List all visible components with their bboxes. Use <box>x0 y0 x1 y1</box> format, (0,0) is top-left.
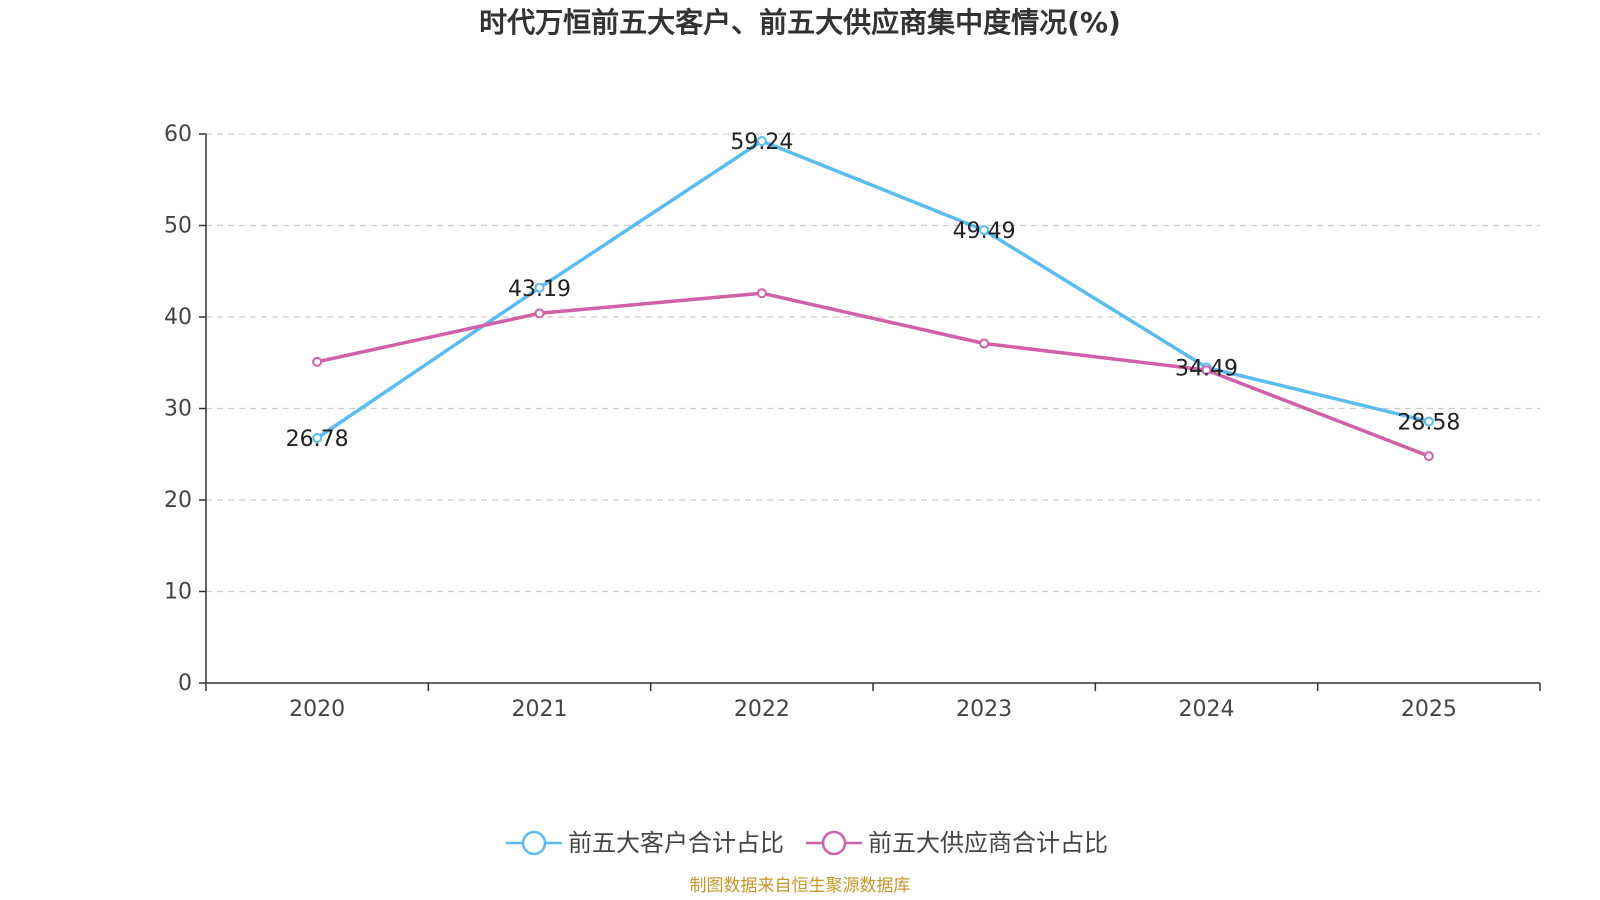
x-tick-label: 2024 <box>1179 697 1235 722</box>
data-point[interactable] <box>312 432 323 443</box>
data-point[interactable] <box>1201 365 1212 376</box>
data-point[interactable] <box>979 338 990 349</box>
legend-item-1[interactable]: 前五大供应商合计占比 <box>806 829 1108 857</box>
y-tick-label: 10 <box>164 580 192 605</box>
legend[interactable]: 前五大客户合计占比 前五大供应商合计占比 <box>506 829 1108 857</box>
y-tick-label: 20 <box>164 488 192 513</box>
y-tick-label: 0 <box>178 671 192 696</box>
y-tick-label: 40 <box>164 305 192 330</box>
data-point[interactable] <box>534 308 545 319</box>
x-tick-label: 2023 <box>956 697 1012 722</box>
x-tick-label: 2020 <box>289 697 345 722</box>
x-tick-label: 2025 <box>1401 697 1457 722</box>
data-label: 59.24 <box>730 130 793 155</box>
data-point[interactable] <box>1423 451 1434 462</box>
data-point[interactable] <box>756 135 767 146</box>
data-labels: 26.78 43.19 59.24 49.49 34.49 28.58 <box>286 130 1461 452</box>
series-line-1 <box>316 291 1430 458</box>
data-label: 26.78 <box>286 427 349 452</box>
x-tick-label: 2022 <box>734 697 790 722</box>
data-label: 28.58 <box>1397 410 1460 435</box>
data-label: 34.49 <box>1175 356 1238 381</box>
y-tick-label: 60 <box>164 122 192 147</box>
data-label: 49.49 <box>953 219 1016 244</box>
data-point[interactable] <box>534 282 545 293</box>
legend-label: 前五大客户合计占比 <box>568 829 784 857</box>
data-point[interactable] <box>312 356 323 367</box>
x-tick-label: 2021 <box>512 697 568 722</box>
axes: 0 10 20 30 40 50 60 2020 2021 2022 2023 2024 2025 <box>164 122 1541 722</box>
chart-title: 时代万恒前五大客户、前五大供应商集中度情况(%) <box>479 6 1121 39</box>
data-label: 43.19 <box>508 277 571 302</box>
legend-label: 前五大供应商合计占比 <box>868 829 1108 857</box>
grid-lines <box>206 133 1540 593</box>
series-lines <box>312 135 1434 462</box>
legend-item-0[interactable]: 前五大客户合计占比 <box>506 829 784 857</box>
data-point[interactable] <box>1423 416 1434 427</box>
y-tick-label: 30 <box>164 397 192 422</box>
data-point[interactable] <box>756 288 767 299</box>
data-point[interactable] <box>979 225 990 236</box>
data-source-note: 制图数据来自恒生聚源数据库 <box>690 876 911 896</box>
legend-circle-icon <box>821 830 847 856</box>
legend-circle-icon <box>521 830 547 856</box>
y-tick-label: 50 <box>164 214 192 239</box>
series-line-0 <box>316 139 1430 440</box>
